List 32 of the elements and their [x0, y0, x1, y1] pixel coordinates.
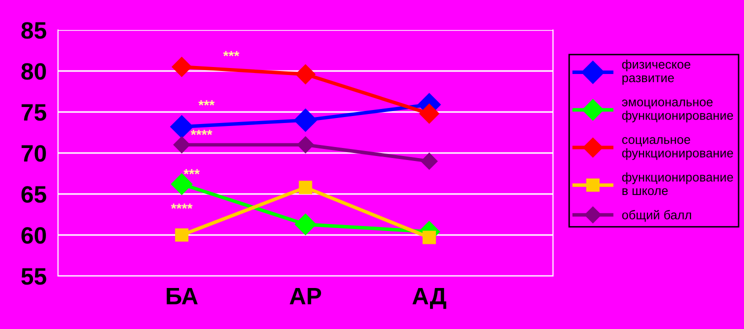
- y-tick-label: 80: [21, 63, 46, 80]
- point: [419, 104, 440, 124]
- annotation: ****: [190, 130, 212, 135]
- legend-label: эмоциональное функционирование: [622, 100, 734, 122]
- x-tick-label: АР: [290, 288, 322, 304]
- point: [173, 136, 190, 154]
- point: [172, 56, 192, 77]
- y-tick-label: 70: [22, 145, 46, 162]
- legend-label: общий балл: [622, 210, 692, 222]
- y-tick-label: 60: [21, 227, 46, 244]
- annotation: ***: [184, 169, 200, 174]
- y-tick-label: 75: [22, 104, 46, 121]
- point: [422, 230, 436, 244]
- legend-label: физическое развитие: [622, 60, 690, 85]
- annotation: ****: [170, 204, 193, 209]
- legend-label: функционирование в школе: [622, 172, 734, 196]
- point: [420, 152, 438, 170]
- x-tick-label: АД: [412, 288, 446, 309]
- point: [175, 228, 188, 242]
- point: [297, 136, 314, 154]
- x-tick-label: БА: [166, 288, 198, 304]
- annotation: ***: [198, 100, 215, 106]
- point: [298, 180, 312, 194]
- point: [294, 214, 316, 236]
- y-tick-label: 55: [21, 268, 46, 285]
- y-tick-label: 85: [21, 22, 46, 39]
- point: [294, 108, 317, 132]
- legend-label: социальное функционирование: [622, 137, 734, 160]
- y-tick-label: 65: [21, 186, 46, 203]
- point: [296, 64, 316, 84]
- annotation: ***: [223, 51, 240, 56]
- point: [171, 173, 192, 195]
